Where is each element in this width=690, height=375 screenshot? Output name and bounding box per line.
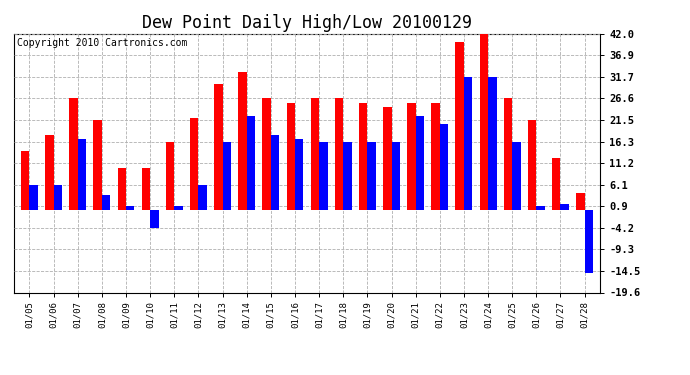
Bar: [262, 99, 271, 210]
Bar: [584, 210, 593, 273]
Bar: [343, 142, 352, 210]
Bar: [455, 42, 464, 210]
Bar: [359, 103, 367, 210]
Bar: [78, 139, 86, 210]
Bar: [464, 77, 473, 210]
Bar: [528, 120, 536, 210]
Bar: [166, 142, 175, 210]
Bar: [54, 184, 62, 210]
Bar: [271, 135, 279, 210]
Bar: [295, 139, 304, 210]
Bar: [141, 168, 150, 210]
Bar: [367, 142, 376, 210]
Bar: [69, 99, 78, 210]
Bar: [45, 135, 54, 210]
Bar: [247, 116, 255, 210]
Bar: [223, 142, 231, 210]
Bar: [431, 103, 440, 210]
Bar: [504, 99, 512, 210]
Bar: [488, 77, 497, 210]
Bar: [238, 72, 247, 210]
Bar: [512, 142, 521, 210]
Bar: [126, 206, 135, 210]
Bar: [30, 184, 38, 210]
Bar: [391, 142, 400, 210]
Bar: [335, 99, 343, 210]
Bar: [286, 103, 295, 210]
Title: Dew Point Daily High/Low 20100129: Dew Point Daily High/Low 20100129: [142, 14, 472, 32]
Bar: [415, 116, 424, 210]
Bar: [480, 34, 488, 210]
Bar: [214, 84, 223, 210]
Bar: [383, 107, 391, 210]
Bar: [440, 124, 449, 210]
Bar: [117, 168, 126, 210]
Bar: [576, 194, 584, 210]
Bar: [319, 142, 328, 210]
Bar: [560, 204, 569, 210]
Bar: [93, 120, 102, 210]
Bar: [310, 99, 319, 210]
Bar: [190, 118, 199, 210]
Bar: [150, 210, 159, 228]
Bar: [536, 206, 545, 210]
Bar: [407, 103, 415, 210]
Bar: [175, 206, 183, 210]
Text: Copyright 2010 Cartronics.com: Copyright 2010 Cartronics.com: [17, 38, 187, 48]
Bar: [552, 158, 560, 210]
Bar: [199, 184, 207, 210]
Bar: [21, 152, 30, 210]
Bar: [102, 195, 110, 210]
